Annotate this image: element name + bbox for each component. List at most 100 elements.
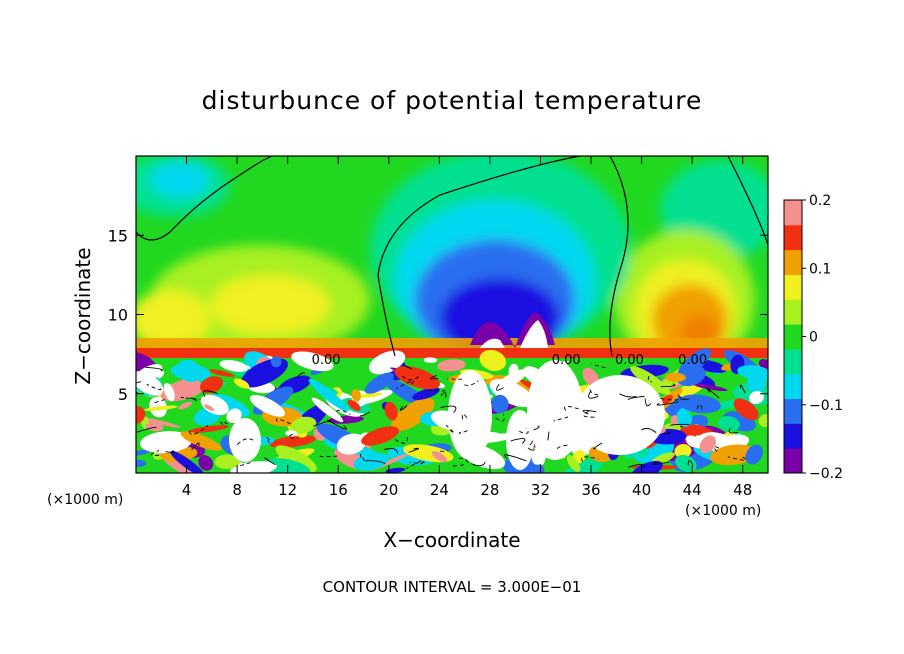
contour-line xyxy=(191,442,200,451)
contour-line xyxy=(266,436,270,444)
turbulence-blob xyxy=(661,394,673,405)
turbulence-blob xyxy=(269,435,317,448)
contour-line xyxy=(739,384,746,394)
contour-line xyxy=(589,389,601,396)
turbulence-blob xyxy=(561,458,604,473)
contour-line xyxy=(680,425,683,428)
contour-label: 0.00 xyxy=(312,353,341,368)
contour-line xyxy=(402,364,412,370)
turbulence-blob xyxy=(677,348,711,378)
contour-line xyxy=(146,383,162,391)
x-tick-label: 20 xyxy=(379,481,398,499)
contour-line xyxy=(556,444,568,452)
contour-line xyxy=(503,454,527,462)
turbulence-blob xyxy=(200,376,224,394)
turbulence-blob xyxy=(448,370,492,460)
turbulence-blob xyxy=(361,426,400,446)
contour-line xyxy=(202,390,218,397)
contour-line xyxy=(394,434,408,444)
turbulence-blob xyxy=(674,443,692,459)
contour-line xyxy=(583,410,595,418)
turbulence-blob xyxy=(229,418,261,462)
turbulence-blob xyxy=(347,399,361,411)
y-tick-label: 5 xyxy=(118,385,128,404)
contour-line xyxy=(365,460,386,465)
turbulence-blob xyxy=(290,416,317,434)
y-tick-label: 10 xyxy=(108,306,128,325)
turbulence-blob xyxy=(630,366,671,395)
contour-line xyxy=(440,405,457,413)
contour-line xyxy=(519,427,529,434)
y-axis-ticks: 5 10 15 xyxy=(108,226,768,404)
colorbar-tick-label: 0.1 xyxy=(809,261,831,277)
contour-line xyxy=(360,411,370,417)
turbulence-blob xyxy=(527,360,583,460)
turbulence-blob xyxy=(479,349,507,371)
contour-line xyxy=(696,403,703,411)
colorbar-tick-label: 0.2 xyxy=(809,193,831,209)
contour-line xyxy=(658,394,681,401)
colorbar-tick-label: −0.1 xyxy=(809,398,843,414)
colorbar-swatch xyxy=(784,361,802,375)
colorbar xyxy=(783,199,803,474)
contour-line xyxy=(471,461,486,467)
contour-line xyxy=(430,375,439,380)
contour-line xyxy=(547,431,550,441)
x-tick-label: 16 xyxy=(329,481,348,499)
turbulence-blob xyxy=(144,405,178,411)
contour-line xyxy=(180,396,201,401)
turbulence-blob xyxy=(209,369,235,377)
turbulence-blob xyxy=(270,356,282,368)
contour-line xyxy=(564,406,579,411)
turbulence-blob xyxy=(675,454,697,473)
colorbar-swatch xyxy=(784,311,802,325)
turbulence-blob xyxy=(198,455,214,471)
turbulence-blob xyxy=(709,444,757,466)
colorbar-swatch xyxy=(784,286,802,300)
turbulence-blob xyxy=(351,388,361,402)
turbulence-blob xyxy=(163,382,175,402)
heatmap-field xyxy=(136,156,768,473)
turbulence-blob xyxy=(718,416,740,432)
turbulence-blob xyxy=(291,351,334,372)
contour-line xyxy=(151,450,160,456)
contour-line xyxy=(728,427,739,434)
contour-interval-note: CONTOUR INTERVAL = 3.000E−01 xyxy=(322,578,582,596)
turbulence-blob xyxy=(214,454,241,469)
turbulence-blob xyxy=(178,401,193,410)
contour-line xyxy=(326,419,347,430)
colorbar-swatch xyxy=(784,324,802,337)
contour-line xyxy=(627,464,646,468)
contour-line xyxy=(383,448,399,454)
contour-line xyxy=(527,447,535,451)
turbulence-blob xyxy=(308,378,349,412)
contour-line xyxy=(533,425,540,431)
turbulence-blob xyxy=(566,455,581,472)
contour-line xyxy=(647,375,653,383)
colorbar-swatch xyxy=(784,200,802,213)
turbulence-blob xyxy=(188,425,229,433)
turbulence-blob xyxy=(630,460,663,473)
turbulence-blob xyxy=(311,397,344,423)
contour-line xyxy=(264,457,276,466)
colorbar-swatch xyxy=(784,460,802,474)
contour-line xyxy=(396,380,414,390)
turbulence-blob xyxy=(733,398,759,421)
turbulence-blob xyxy=(384,401,398,421)
chart-title: disturbunce of potential temperature xyxy=(201,86,703,115)
x-axis-ticks: 4 8 12 16 20 24 28 32 36 40 44 48 xyxy=(182,156,752,499)
turbulence-blob xyxy=(176,359,203,382)
contour-line xyxy=(662,431,670,435)
x-axis-unit: (×1000 m) xyxy=(685,503,762,519)
contour-line xyxy=(359,453,366,464)
contour-line xyxy=(238,462,251,467)
turbulence-blob xyxy=(180,431,222,451)
contour-line xyxy=(275,418,292,425)
contour-line xyxy=(687,460,694,466)
contour-line xyxy=(236,438,255,445)
turbulence-blob xyxy=(357,392,383,398)
x-tick-label: 40 xyxy=(632,481,651,499)
turbulence-blob xyxy=(677,412,693,427)
